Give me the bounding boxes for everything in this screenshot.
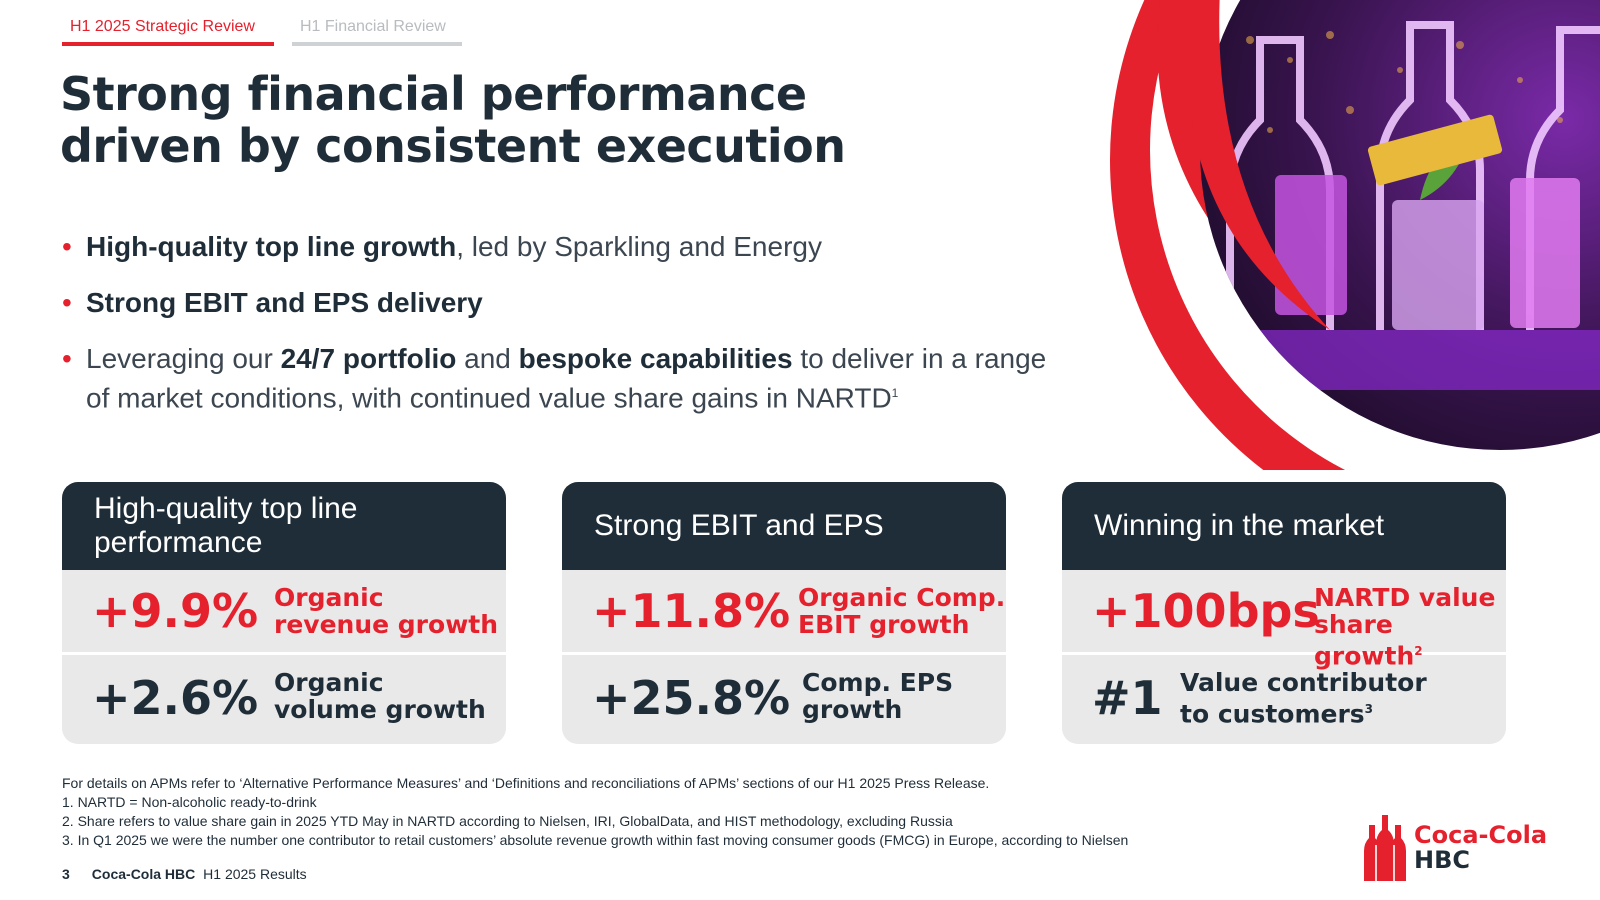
bottles-icon — [1364, 815, 1406, 881]
bullet-item: • Leveraging our 24/7 portfolio and besp… — [62, 342, 1062, 415]
footnote-2: 2. Share refers to value share gain in 2… — [62, 813, 953, 829]
footnote-ref: 1 — [891, 386, 899, 400]
kpi-label: Organic revenue growth — [274, 583, 499, 639]
footnote-ref: 3 — [1364, 702, 1374, 716]
key-points-list: • High-quality top line growth, led by S… — [62, 230, 1062, 437]
footer-report: H1 2025 Results — [203, 866, 307, 882]
card-header: High-quality top line performance — [62, 482, 506, 570]
footnotes: For details on APMs refer to ‘Alternativ… — [62, 774, 1128, 850]
title-line-2: driven by consistent execution — [60, 119, 846, 173]
page-title: Strong financial performance driven by c… — [60, 68, 960, 172]
kpi-label: Value contributor to customers3 — [1180, 668, 1427, 729]
bullet-dot-icon: • — [62, 231, 72, 262]
bullet-item: • High-quality top line growth, led by S… — [62, 230, 1062, 264]
footnote-1: 1. NARTD = Non-alcoholic ready-to-drink — [62, 794, 317, 810]
kpi-label: Comp. EPS growth — [802, 668, 954, 724]
kpi-row: +11.8% Organic Comp. EBIT growth — [562, 570, 1006, 655]
kpi-card-market: Winning in the market +100bps NARTD valu… — [1062, 482, 1506, 744]
bullet-dot-icon: • — [62, 343, 72, 374]
bullet-text: Leveraging our — [86, 343, 281, 374]
kpi-label: Organic Comp. EBIT growth — [798, 583, 1006, 639]
kpi-card-top-line: High-quality top line performance +9.9% … — [62, 482, 506, 744]
kpi-label: Organic volume growth — [274, 668, 486, 724]
kpi-value: +9.9% — [92, 584, 259, 638]
bullet-item: • Strong EBIT and EPS delivery — [62, 286, 1062, 320]
bullet-bold-text: Strong EBIT and EPS delivery — [86, 287, 483, 318]
kpi-label: NARTD value share growth2 — [1314, 583, 1496, 671]
kpi-value: +2.6% — [92, 670, 259, 725]
bullet-dot-icon: • — [62, 287, 72, 318]
bullet-text: and — [456, 343, 519, 374]
section-tabs: H1 2025 Strategic Review H1 Financial Re… — [62, 14, 462, 46]
tab-financial-review[interactable]: H1 Financial Review — [292, 14, 462, 46]
kpi-value: +11.8% — [592, 584, 791, 638]
kpi-value: +25.8% — [592, 670, 791, 725]
page-footer: 3 Coca-Cola HBC H1 2025 Results — [62, 866, 307, 882]
bullet-bold-text: High-quality top line growth — [86, 231, 457, 262]
neon-bar-image — [1110, 0, 1600, 470]
bullet-text: to deliver in a range of market conditio… — [86, 343, 1047, 414]
logo-line-1: Coca-Cola — [1414, 821, 1548, 849]
kpi-row: +2.6% Organic volume growth — [62, 655, 506, 740]
page-number: 3 — [62, 866, 70, 882]
kpi-card-ebit-eps: Strong EBIT and EPS +11.8% Organic Comp.… — [562, 482, 1006, 744]
logo-text: Coca-Cola HBC — [1414, 823, 1547, 873]
card-header: Winning in the market — [1062, 482, 1506, 570]
coca-cola-hbc-logo: Coca-Cola HBC — [1360, 815, 1547, 881]
kpi-row: +9.9% Organic revenue growth — [62, 570, 506, 655]
kpi-row: +100bps NARTD value share growth2 — [1062, 570, 1506, 669]
tab-strategic-review[interactable]: H1 2025 Strategic Review — [62, 14, 274, 46]
kpi-value: +100bps — [1092, 584, 1320, 638]
footnote-3: 3. In Q1 2025 we were the number one con… — [62, 832, 1129, 848]
logo-line-2: HBC — [1414, 846, 1470, 874]
footnote-ref: 2 — [1414, 644, 1423, 658]
footer-company: Coca-Cola HBC — [91, 866, 196, 882]
card-header: Strong EBIT and EPS — [562, 482, 1006, 570]
hero-image — [1100, 0, 1600, 470]
title-line-1: Strong financial performance — [60, 67, 807, 121]
footnote-apm: For details on APMs refer to ‘Alternativ… — [62, 775, 990, 791]
kpi-row: +25.8% Comp. EPS growth — [562, 655, 1006, 740]
kpi-row: #1 Value contributor to customers3 — [1062, 655, 1506, 740]
bullet-bold-text: bespoke capabilities — [518, 343, 793, 374]
kpi-value: #1 — [1092, 670, 1163, 725]
bullet-bold-text: 24/7 portfolio — [280, 343, 457, 374]
bullet-text: , led by Sparkling and Energy — [456, 231, 822, 262]
